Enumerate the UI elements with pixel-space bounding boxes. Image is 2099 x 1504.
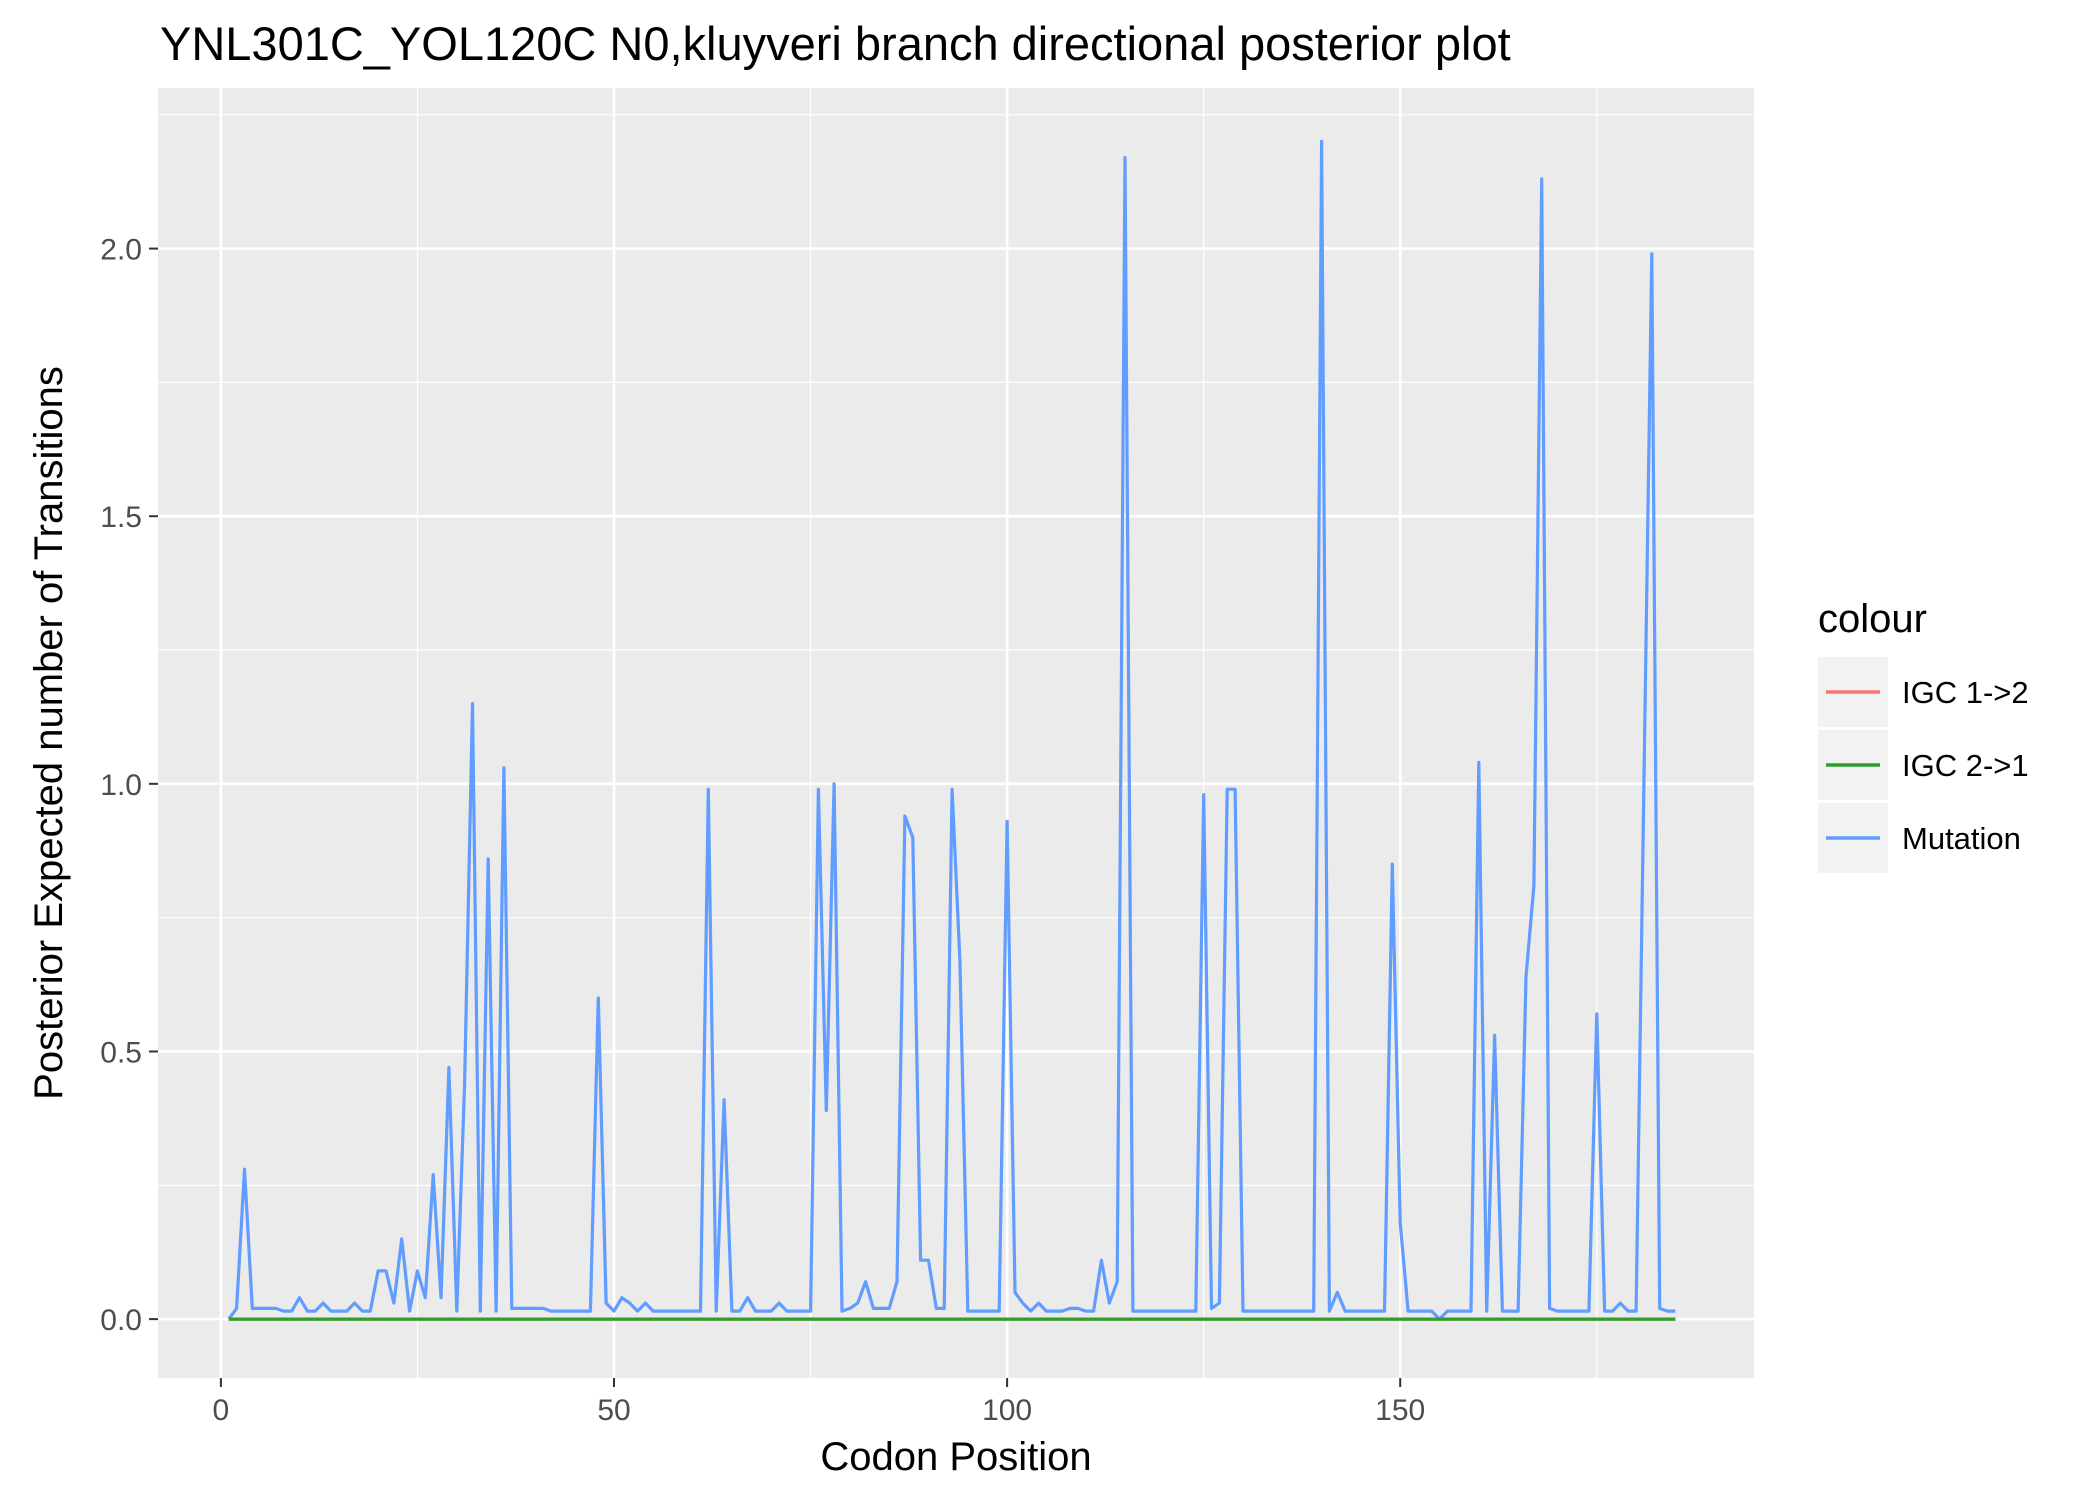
y-tick-label: 1.0 (100, 769, 142, 802)
x-tick-label: 0 (213, 1394, 230, 1427)
chart-title: YNL301C_YOL120C N0,kluyveri branch direc… (160, 17, 1511, 70)
legend-label: IGC 1->2 (1902, 675, 2029, 710)
grid-minor-lines (158, 88, 1754, 1378)
x-tick-label: 150 (1375, 1394, 1425, 1427)
legend-label: IGC 2->1 (1902, 748, 2029, 783)
x-tick-labels: 0 50 100 150 (213, 1394, 1426, 1427)
y-tick-label: 1.5 (100, 501, 142, 534)
legend-title: colour (1818, 597, 1927, 641)
x-tick-label: 50 (597, 1394, 630, 1427)
legend: colour IGC 1->2 IGC 2->1 Mutation (1818, 597, 2029, 873)
series-line-mutation (227, 139, 1676, 1321)
plot-panel (158, 88, 1754, 1378)
y-tick-label: 0.0 (100, 1304, 142, 1337)
y-tick-label: 0.5 (100, 1036, 142, 1069)
x-axis-label: Codon Position (820, 1435, 1091, 1479)
y-tick-label: 2.0 (100, 234, 142, 267)
series-layer (227, 139, 1676, 1321)
axis-ticks (149, 247, 1402, 1387)
y-axis-label: Posterior Expected number of Transitions (27, 366, 71, 1100)
legend-items: IGC 1->2 IGC 2->1 Mutation (1818, 657, 2029, 873)
x-tick-label: 100 (982, 1394, 1032, 1427)
y-tick-labels: 0.0 0.5 1.0 1.5 2.0 (100, 234, 142, 1338)
legend-label: Mutation (1902, 821, 2021, 856)
